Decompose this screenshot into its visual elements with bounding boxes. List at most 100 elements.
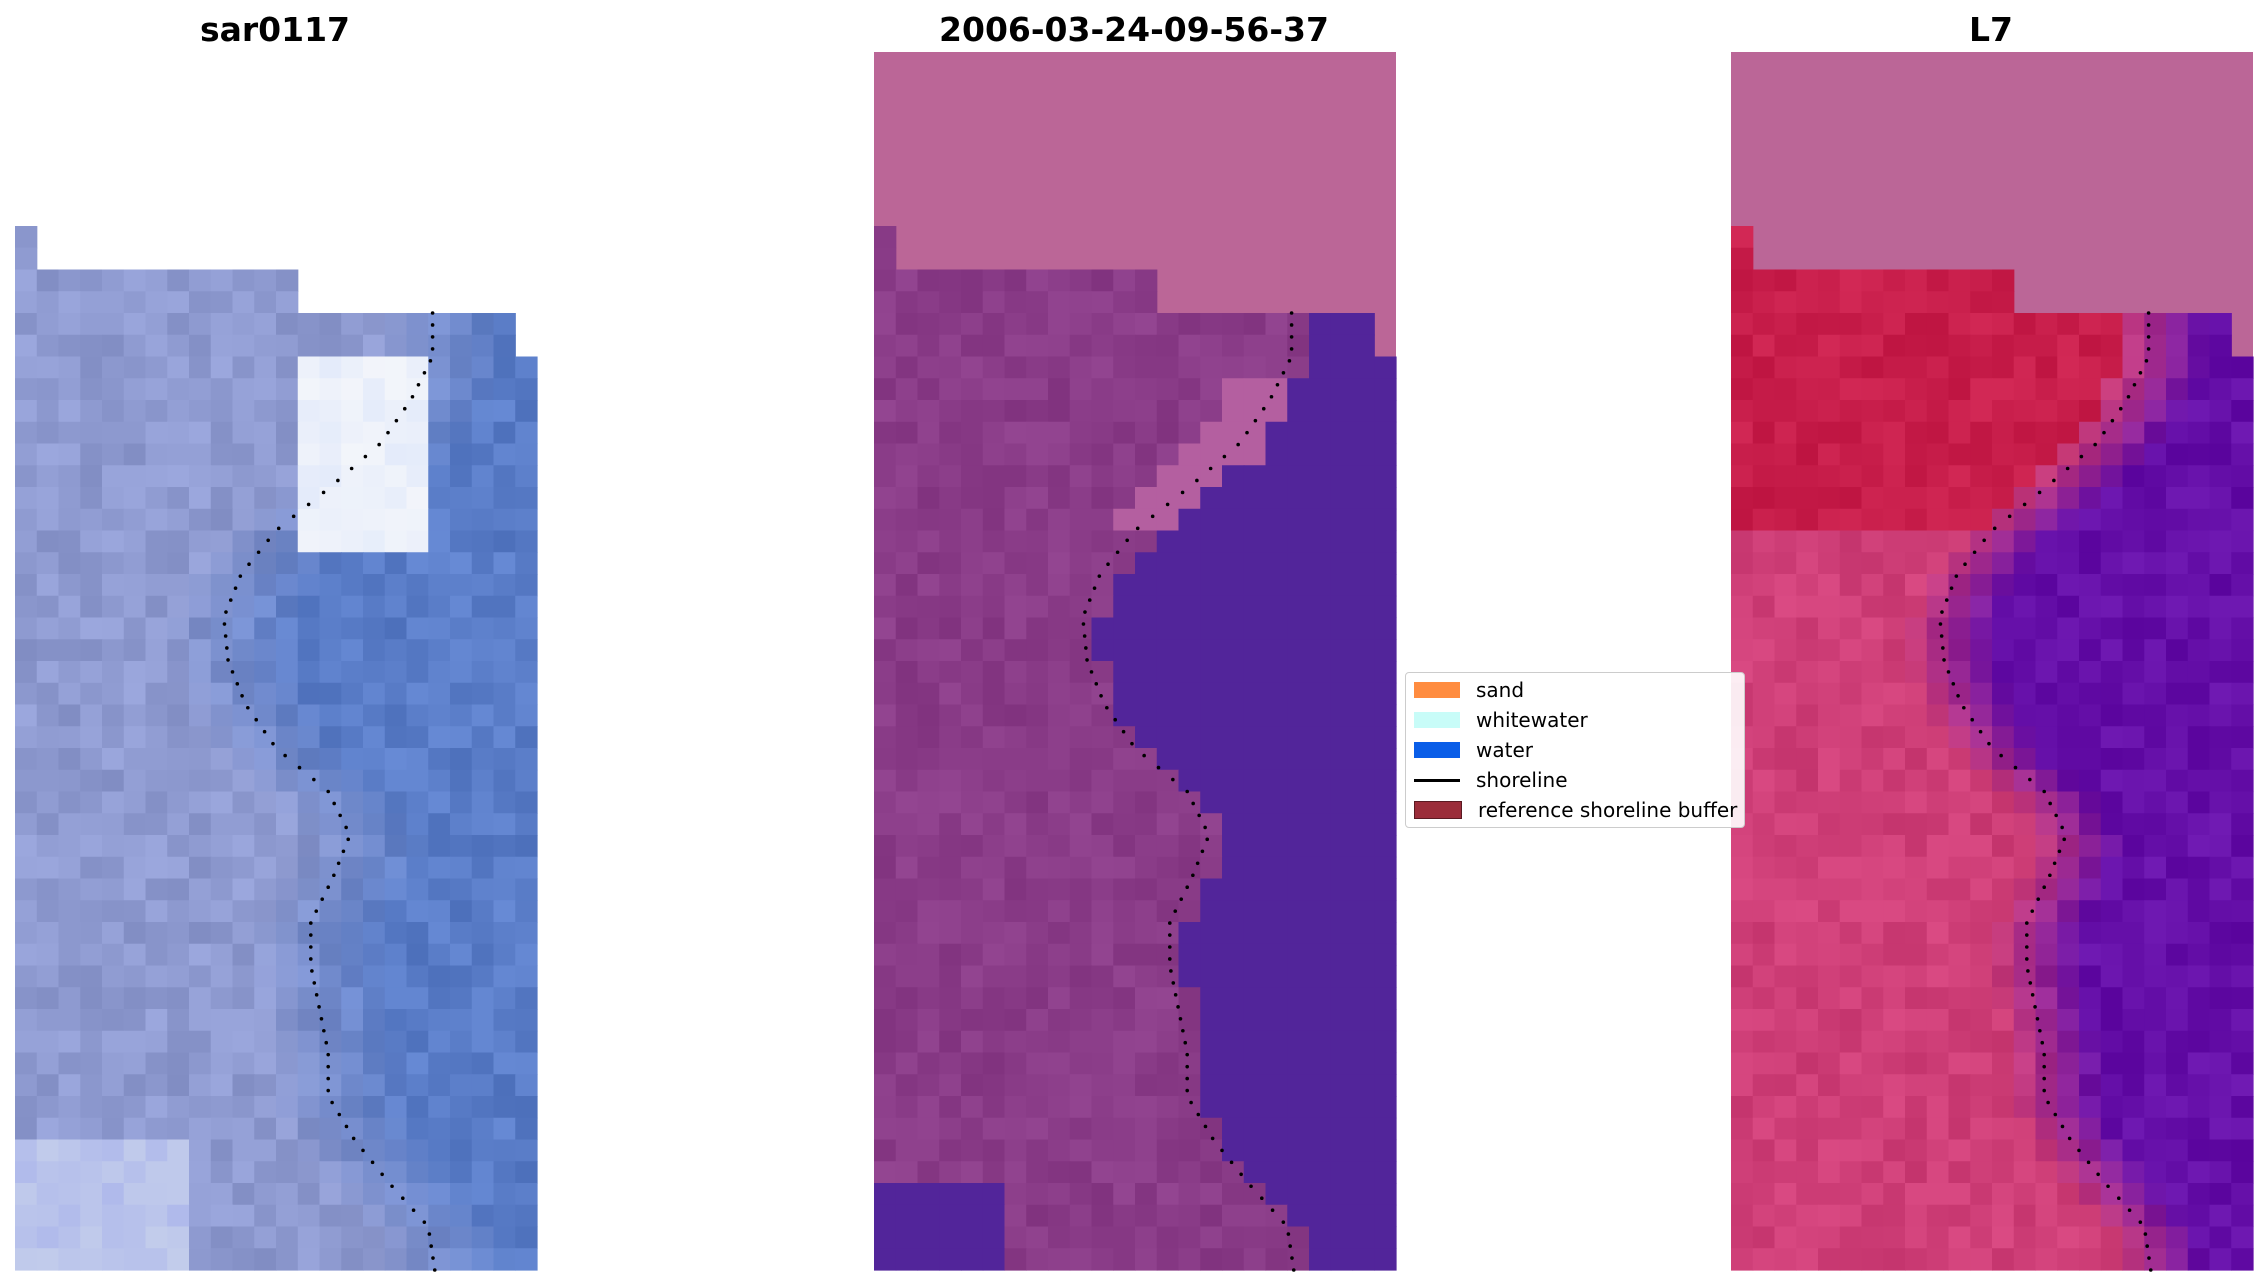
pixel-cell — [1731, 1161, 1754, 1184]
pixel-cell — [319, 595, 342, 619]
pixel-cell — [2166, 943, 2189, 967]
pixel-cell — [1883, 813, 1906, 836]
pixel-cell — [428, 1139, 451, 1162]
pixel-cell — [254, 856, 277, 880]
pixel-cell — [36, 356, 60, 379]
pixel-cell — [515, 1030, 538, 1054]
whitewater-swatch — [1414, 712, 1460, 728]
pixel-cell — [493, 1117, 516, 1141]
pixel-cell — [1883, 1009, 1906, 1032]
pixel-cell — [189, 1030, 212, 1054]
pixel-cell — [232, 356, 255, 379]
pixel-cell — [1731, 595, 1754, 619]
pixel-cell — [2013, 1161, 2037, 1184]
pixel-cell — [2100, 1183, 2124, 1206]
pixel-cell — [384, 856, 408, 880]
pixel-cell — [1926, 987, 1950, 1010]
pixel-cell — [297, 378, 321, 401]
pixel-cell — [515, 508, 538, 532]
pixel-cell — [167, 1117, 190, 1141]
pixel-cell — [450, 1052, 473, 1075]
pixel-cell — [341, 856, 364, 880]
shoreline-point — [2046, 1100, 2050, 1105]
reference-buffer-swatch — [1414, 801, 1462, 819]
pixel-cell — [2166, 400, 2189, 423]
pixel-cell — [189, 508, 212, 532]
pixel-cell — [2144, 704, 2167, 727]
pixel-cell — [2057, 421, 2080, 445]
pixel-cell — [80, 1074, 103, 1097]
pixel-cell — [2079, 943, 2102, 967]
pixel-cell — [80, 465, 103, 488]
pixel-cell — [1839, 291, 1863, 314]
pixel-cell — [1818, 1139, 1841, 1162]
pixel-cell — [1970, 552, 1993, 575]
pixel-cell — [102, 835, 125, 858]
pixel-cell — [2144, 878, 2167, 901]
pixel-cell — [1948, 1117, 1971, 1141]
pixel-cell — [1796, 530, 1819, 553]
pixel-cell — [1948, 400, 1971, 423]
pixel-cell — [102, 900, 125, 923]
pixel-cell — [36, 856, 60, 880]
pixel-cell — [58, 291, 81, 314]
pixel-cell — [450, 530, 473, 553]
pixel-cell — [80, 856, 103, 880]
pixel-cell — [450, 987, 473, 1010]
shoreline-point — [1970, 717, 1975, 722]
pixel-cell — [80, 487, 103, 510]
pixel-cell — [1839, 356, 1863, 379]
pixel-cell — [2122, 421, 2145, 445]
pixel-cell — [1818, 943, 1841, 967]
pixel-cell — [167, 1183, 190, 1206]
shoreline-point — [1992, 526, 1997, 531]
pixel-cell — [384, 922, 408, 945]
pixel-cell — [145, 943, 168, 967]
pixel-cell — [189, 291, 212, 314]
pixel-cell — [1905, 1183, 1928, 1206]
pixel-cell — [450, 900, 473, 923]
pixel-cell — [428, 421, 451, 445]
pixel-cell — [450, 661, 473, 684]
pixel-cell — [384, 943, 408, 967]
pixel-cell — [2166, 421, 2189, 445]
pixel-cell — [36, 378, 60, 401]
pixel-cell — [167, 421, 190, 445]
pixel-cell — [145, 769, 168, 793]
pixel-cell — [384, 574, 408, 597]
pixel-cell — [1970, 421, 1993, 445]
pixel-cell — [2035, 943, 2058, 967]
pixel-cell — [232, 465, 255, 488]
pixel-cell — [471, 552, 495, 575]
pixel-cell — [341, 835, 364, 858]
pixel-cell — [189, 269, 212, 292]
pixel-cell — [1752, 269, 1776, 292]
pixel-cell — [1752, 487, 1776, 510]
pixel-cell — [1992, 769, 2015, 793]
pixel-cell — [1818, 552, 1841, 575]
pixel-cell — [1752, 1183, 1776, 1206]
panel-title-date: 2006-03-24-09-56-37 — [939, 10, 1329, 49]
pixel-cell — [2166, 1161, 2189, 1184]
pixel-cell — [15, 835, 38, 858]
pixel-cell — [1861, 291, 1884, 314]
pixel-cell — [428, 334, 451, 358]
pixel-cell — [363, 682, 386, 706]
pixel-cell — [36, 1139, 60, 1162]
pixel-cell — [2100, 487, 2124, 510]
pixel-cell — [80, 922, 103, 945]
pixel-cell — [123, 1096, 147, 1119]
pixel-cell — [428, 922, 451, 945]
pixel-cell — [2166, 617, 2189, 640]
pixel-cell — [428, 1052, 451, 1075]
pixel-cell — [1883, 1052, 1906, 1075]
pixel-cell — [1774, 639, 1797, 662]
pixel-cell — [515, 878, 538, 901]
pixel-cell — [2144, 943, 2167, 967]
pixel-cell — [232, 291, 255, 314]
pixel-cell — [80, 595, 103, 619]
pixel-cell — [1839, 378, 1863, 401]
legend-item-whitewater: whitewater — [1414, 705, 1588, 735]
pixel-cell — [450, 1074, 473, 1097]
pixel-cell — [1752, 291, 1776, 314]
